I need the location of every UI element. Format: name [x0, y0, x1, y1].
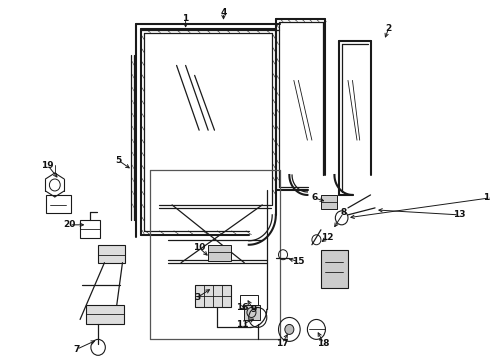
Text: 14: 14	[483, 193, 490, 202]
Bar	[208, 245, 231, 261]
Bar	[240, 294, 258, 309]
Bar	[86, 305, 124, 324]
Text: 15: 15	[292, 257, 305, 266]
Text: 3: 3	[194, 293, 200, 302]
Text: 7: 7	[74, 345, 80, 354]
Text: 6: 6	[312, 193, 318, 202]
Text: 11: 11	[236, 320, 249, 329]
Text: 19: 19	[41, 161, 54, 170]
Text: 16: 16	[236, 303, 249, 312]
Text: 9: 9	[250, 305, 256, 314]
Bar	[46, 195, 71, 213]
Bar	[244, 305, 261, 320]
Bar	[321, 195, 337, 209]
Text: 18: 18	[318, 339, 330, 348]
Bar	[98, 245, 125, 263]
Text: 1: 1	[182, 14, 189, 23]
Text: 20: 20	[63, 220, 75, 229]
Bar	[195, 285, 231, 306]
Text: 5: 5	[115, 156, 121, 165]
Text: 4: 4	[220, 8, 227, 17]
Text: 10: 10	[193, 243, 205, 252]
Text: 2: 2	[386, 24, 392, 33]
Text: 12: 12	[321, 233, 334, 242]
Circle shape	[285, 324, 294, 334]
Bar	[321, 250, 348, 288]
Text: 8: 8	[341, 208, 346, 217]
Text: 17: 17	[276, 339, 289, 348]
Bar	[80, 220, 100, 238]
Text: 13: 13	[453, 210, 465, 219]
